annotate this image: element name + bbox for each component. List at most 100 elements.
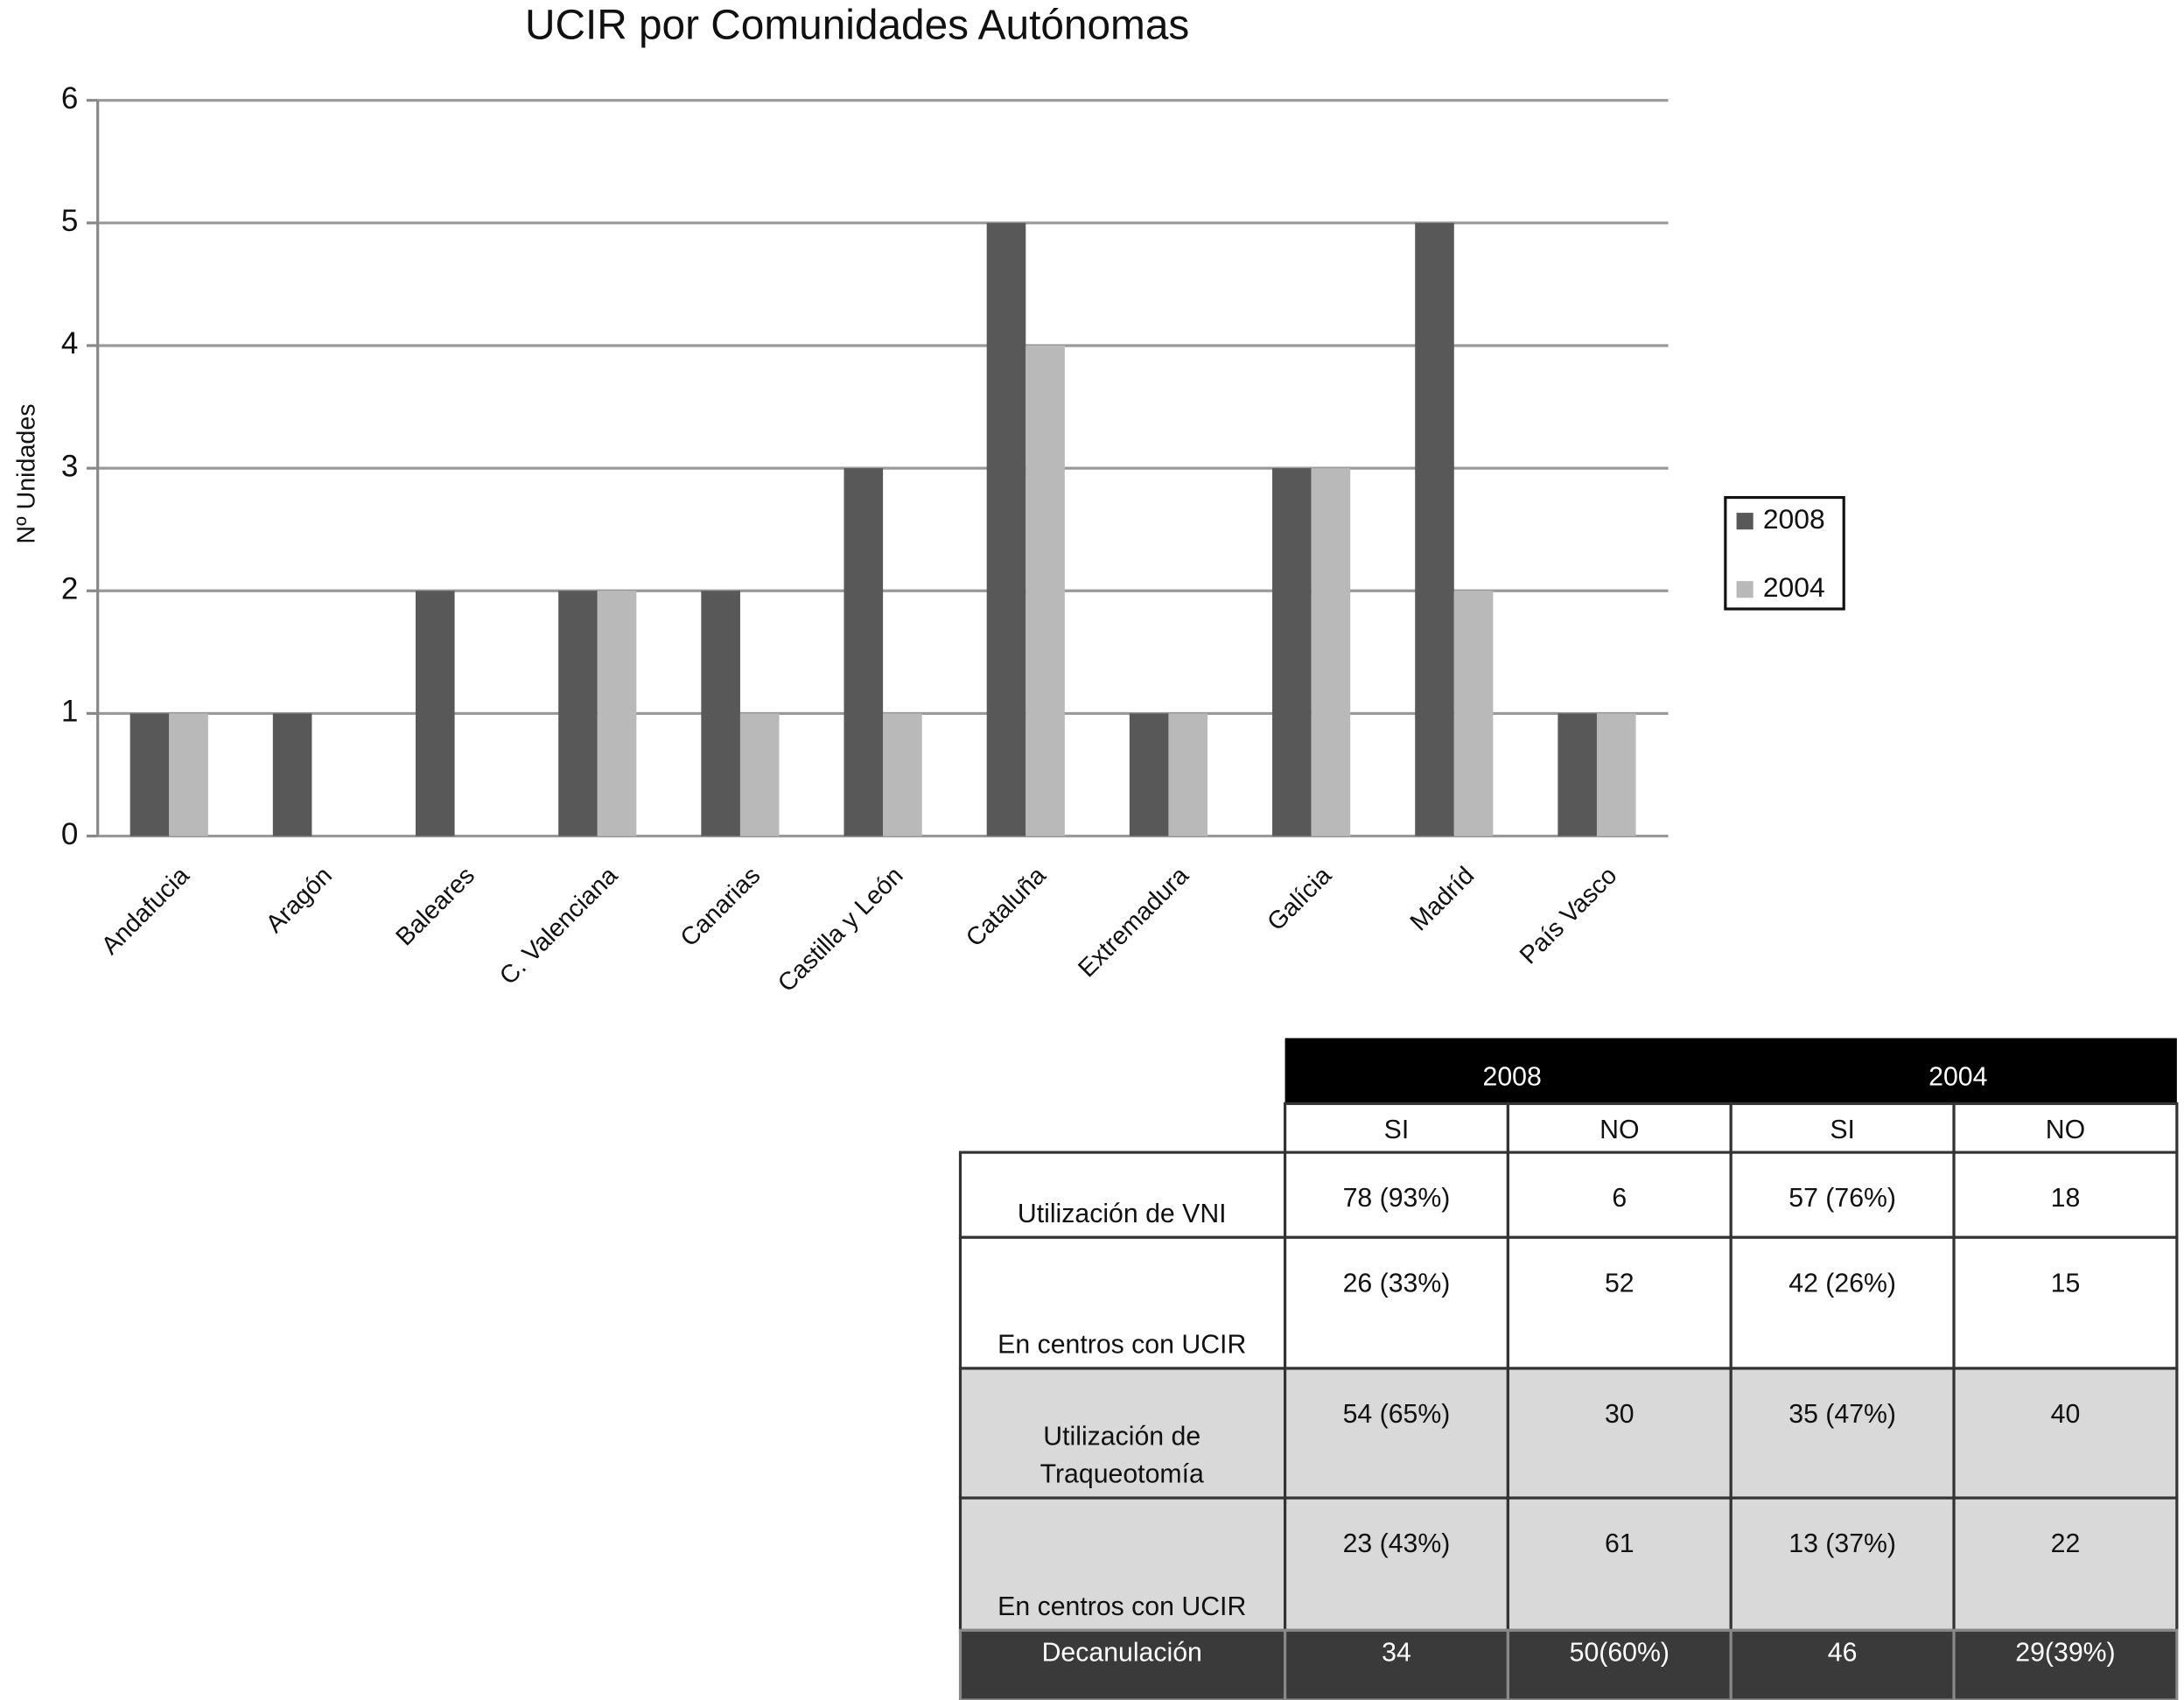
bar xyxy=(1129,713,1169,836)
table-cell-value: 52 xyxy=(1605,1269,1634,1298)
bar xyxy=(1311,468,1351,836)
legend-swatch xyxy=(1736,513,1754,530)
x-tick-label: C. Valenciana xyxy=(494,862,623,990)
bar xyxy=(986,222,1026,836)
table-cell-value: 22 xyxy=(2051,1529,2081,1558)
table-row-label: En centros con UCIR xyxy=(998,1330,1246,1359)
x-tick-label: Baleares xyxy=(390,862,480,952)
table-row-label: Utilización de xyxy=(1043,1423,1200,1452)
table-row-label: En centros con UCIR xyxy=(998,1592,1246,1621)
y-tick-label: 2 xyxy=(61,572,78,606)
table-subheader: NO xyxy=(1600,1116,1639,1144)
table-cell xyxy=(958,1628,1287,1700)
y-tick-label: 3 xyxy=(61,449,78,483)
x-tick-label: Cataluña xyxy=(961,862,1052,953)
table-subheader-cell xyxy=(1729,1102,1956,1154)
table-cell xyxy=(1952,1235,2179,1370)
table-cell-value: 13 (37%) xyxy=(1788,1529,1896,1558)
table-cell xyxy=(1506,1235,1732,1370)
table-cell xyxy=(1283,1235,1509,1370)
table-cell-value: 26 (33%) xyxy=(1343,1269,1451,1298)
table-cell xyxy=(1506,1496,1732,1632)
bar xyxy=(1558,713,1597,836)
table-cell-value: 54 (65%) xyxy=(1343,1400,1451,1429)
table-cell-value: 50(60%) xyxy=(1570,1638,1670,1667)
table-cell xyxy=(1729,1151,1956,1239)
table-cell xyxy=(1283,1367,1509,1500)
bar xyxy=(701,591,740,836)
table-row-label: Decanulación xyxy=(1042,1638,1202,1667)
y-axis-label: Nº Unidades xyxy=(13,403,41,543)
bar xyxy=(597,591,637,836)
y-tick-label: 1 xyxy=(61,695,78,729)
table-subheader: SI xyxy=(1830,1116,1855,1144)
table-cell xyxy=(1952,1367,2179,1500)
bar xyxy=(558,591,598,836)
table-cell-value: 6 xyxy=(1612,1184,1627,1213)
y-tick-label: 6 xyxy=(61,81,78,115)
x-tick-label: Castilla y León xyxy=(773,862,909,998)
chart-title: UCIR por Comunidades Autónomas xyxy=(525,2,1189,48)
bar xyxy=(1026,345,1065,836)
y-tick-label: 5 xyxy=(61,204,78,238)
table-cell xyxy=(1952,1628,2179,1700)
table-subheader: SI xyxy=(1384,1116,1410,1144)
table-cell-value: 40 xyxy=(2051,1400,2081,1429)
x-tick-label: Madríd xyxy=(1405,862,1480,937)
table-year: 2004 xyxy=(1928,1063,1987,1092)
x-tick-label: País Vasco xyxy=(1515,862,1623,970)
table-cell xyxy=(958,1367,1287,1500)
table-cell-value: 15 xyxy=(2051,1269,2081,1298)
table-cell xyxy=(1506,1367,1732,1500)
bar xyxy=(272,713,312,836)
bar xyxy=(1168,713,1208,836)
table-cell-value: 57 (76%) xyxy=(1788,1184,1896,1213)
bar xyxy=(844,468,884,836)
table-cell-value: 46 xyxy=(1828,1638,1858,1667)
table-cell xyxy=(1283,1496,1509,1632)
legend-box xyxy=(1724,495,1845,611)
table-cell xyxy=(958,1235,1287,1370)
table-row-label: Traqueotomía xyxy=(1040,1460,1204,1489)
bar xyxy=(415,591,455,836)
x-tick-label: Andafucia xyxy=(96,862,195,961)
table-cell-value: 30 xyxy=(1605,1400,1634,1429)
table-cell xyxy=(1952,1496,2179,1632)
table-cell xyxy=(1729,1496,1956,1632)
table-subheader-cell xyxy=(1283,1102,1509,1154)
bar xyxy=(1596,713,1636,836)
table-cell-value: 61 xyxy=(1605,1529,1634,1558)
table-cell-value: 78 (93%) xyxy=(1343,1184,1451,1213)
table-cell-value: 18 xyxy=(2051,1184,2081,1213)
table-cell-value: 34 xyxy=(1382,1638,1411,1667)
bar xyxy=(1453,591,1494,836)
bar xyxy=(169,713,208,836)
table-cell xyxy=(1506,1628,1732,1700)
table-cell xyxy=(1729,1235,1956,1370)
table-cell-value: 35 (47%) xyxy=(1788,1400,1896,1429)
table-row-label: Utilización de VNI xyxy=(1018,1200,1227,1228)
table-cell xyxy=(1729,1367,1956,1500)
table-header-band xyxy=(1284,1038,2177,1104)
table-cell xyxy=(1952,1151,2179,1239)
x-tick-label: Extremadura xyxy=(1073,862,1194,983)
table-year: 2008 xyxy=(1483,1063,1542,1092)
x-tick-label: Aragón xyxy=(261,862,338,939)
x-tick-label: Canarias xyxy=(676,862,766,953)
bar xyxy=(1415,222,1454,836)
table-cell-value: 29(39%) xyxy=(2015,1638,2115,1667)
y-tick-label: 0 xyxy=(61,817,78,851)
table-cell-value: 42 (26%) xyxy=(1788,1269,1896,1298)
bar xyxy=(130,713,170,836)
bar xyxy=(739,713,780,836)
bar xyxy=(1272,468,1312,836)
y-tick-label: 4 xyxy=(61,326,78,360)
table-cell-value: 23 (43%) xyxy=(1343,1529,1451,1558)
table-subheader: NO xyxy=(2046,1116,2085,1144)
legend-label: 2008 xyxy=(1763,503,1825,535)
table-cell xyxy=(1283,1628,1509,1700)
table-cell xyxy=(1283,1151,1509,1239)
bar xyxy=(883,713,922,836)
